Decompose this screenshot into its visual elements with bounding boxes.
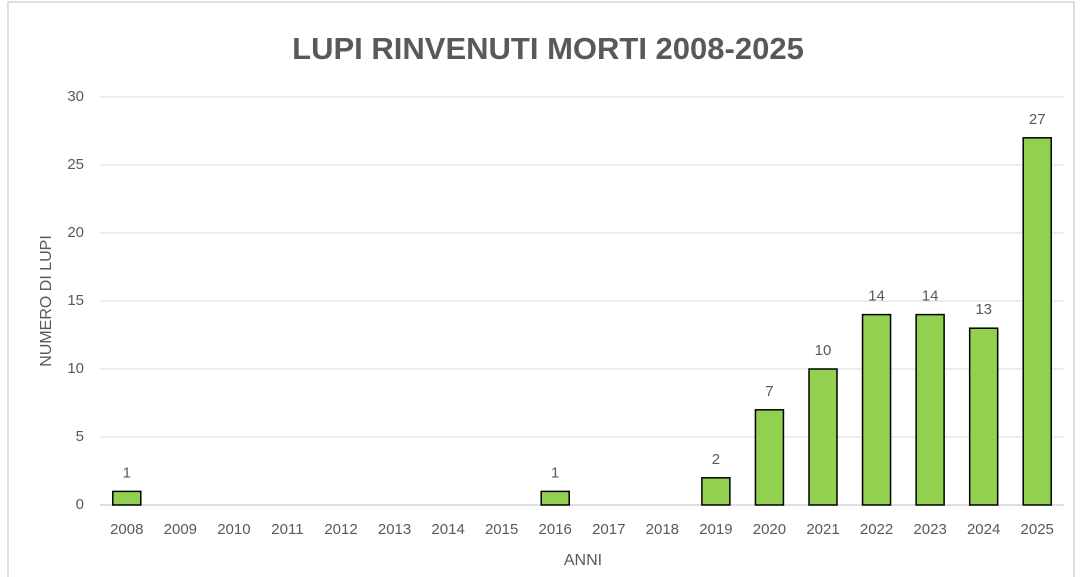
data-label: 1 xyxy=(551,464,559,481)
bar xyxy=(701,477,731,506)
bar xyxy=(861,313,892,506)
x-tick-label: 2015 xyxy=(485,521,518,538)
data-label: 1 xyxy=(123,464,131,481)
y-tick-label: 5 xyxy=(76,428,84,445)
bar xyxy=(808,368,838,506)
x-tick-label: 2013 xyxy=(378,521,411,538)
chart-title: LUPI RINVENUTI MORTI 2008-2025 xyxy=(292,31,804,66)
data-label: 7 xyxy=(765,383,773,400)
y-tick-label: 10 xyxy=(67,360,84,377)
x-tick-label: 2021 xyxy=(806,521,839,538)
x-tick-label: 2020 xyxy=(753,521,786,538)
x-tick-label: 2025 xyxy=(1021,521,1054,538)
bar xyxy=(968,327,999,506)
x-tick-label: 2008 xyxy=(110,521,143,538)
y-axis-label: NUMERO DI LUPI xyxy=(38,235,55,367)
x-tick-label: 2016 xyxy=(539,521,572,538)
chart-frame xyxy=(7,1,1075,577)
data-label: 27 xyxy=(1029,111,1046,128)
data-label: 13 xyxy=(975,301,992,318)
x-tick-label: 2024 xyxy=(967,521,1000,538)
data-label: 14 xyxy=(868,288,885,305)
y-tick-label: 15 xyxy=(67,292,84,309)
bar xyxy=(915,313,945,506)
bar xyxy=(112,490,142,506)
bar xyxy=(540,490,570,506)
data-label: 2 xyxy=(712,451,720,468)
x-axis-label: ANNI xyxy=(564,552,602,569)
x-tick-label: 2022 xyxy=(860,521,893,538)
y-tick-label: 25 xyxy=(67,156,84,173)
x-tick-label: 2010 xyxy=(217,521,250,538)
y-tick-label: 30 xyxy=(67,88,84,105)
x-tick-label: 2011 xyxy=(271,521,303,538)
x-tick-label: 2018 xyxy=(646,521,679,538)
y-tick-label: 0 xyxy=(76,496,84,513)
x-tick-label: 2014 xyxy=(431,521,464,538)
x-tick-label: 2019 xyxy=(699,521,732,538)
y-tick-label: 20 xyxy=(67,224,84,241)
data-label: 14 xyxy=(922,288,939,305)
x-tick-label: 2017 xyxy=(592,521,625,538)
bar xyxy=(1022,137,1052,506)
data-label: 10 xyxy=(815,342,832,359)
x-tick-label: 2012 xyxy=(324,521,357,538)
bar xyxy=(754,409,785,506)
x-tick-label: 2009 xyxy=(164,521,197,538)
x-tick-label: 2023 xyxy=(913,521,946,538)
